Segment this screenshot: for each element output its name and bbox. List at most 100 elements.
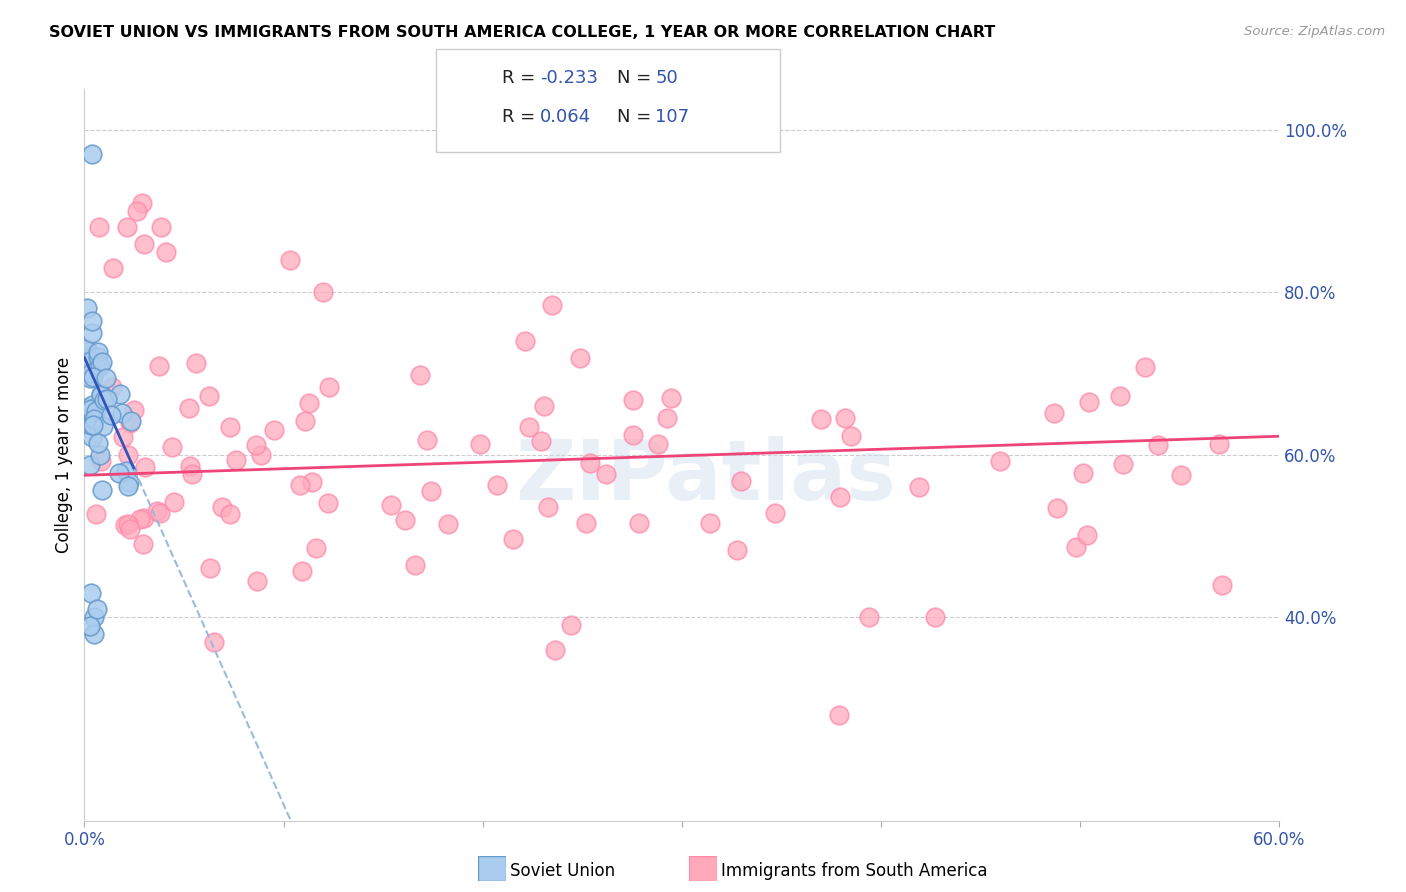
Point bbox=[94, 370, 117, 384]
Text: N =: N = bbox=[617, 69, 657, 87]
Point bbox=[80, 417, 103, 432]
Point bbox=[115, 220, 138, 235]
Point bbox=[148, 359, 170, 373]
Point bbox=[184, 356, 207, 370]
Point bbox=[533, 399, 555, 413]
Point bbox=[560, 618, 582, 632]
Point bbox=[318, 380, 340, 394]
Point bbox=[75, 342, 97, 356]
Point bbox=[568, 351, 591, 365]
Point bbox=[91, 419, 114, 434]
Point bbox=[93, 392, 115, 407]
Point bbox=[117, 479, 139, 493]
Point bbox=[839, 429, 862, 443]
Point bbox=[305, 541, 328, 555]
Point bbox=[486, 477, 509, 491]
Point bbox=[219, 420, 242, 434]
Text: Source: ZipAtlas.com: Source: ZipAtlas.com bbox=[1244, 25, 1385, 38]
Point bbox=[579, 456, 602, 470]
Point bbox=[162, 440, 184, 454]
Point bbox=[1147, 438, 1170, 452]
Point bbox=[301, 475, 323, 489]
Point bbox=[82, 314, 104, 328]
Point bbox=[250, 448, 273, 462]
Text: SOVIET UNION VS IMMIGRANTS FROM SOUTH AMERICA COLLEGE, 1 YEAR OR MORE CORRELATIO: SOVIET UNION VS IMMIGRANTS FROM SOUTH AM… bbox=[49, 25, 995, 40]
Text: N =: N = bbox=[617, 108, 657, 126]
Point bbox=[149, 506, 172, 520]
Point bbox=[111, 406, 134, 420]
Point bbox=[79, 458, 101, 473]
Point bbox=[294, 413, 316, 427]
Point bbox=[120, 522, 142, 536]
Point bbox=[80, 147, 103, 161]
Point bbox=[132, 537, 155, 551]
Point bbox=[112, 430, 135, 444]
Text: R =: R = bbox=[502, 108, 541, 126]
Point bbox=[541, 297, 564, 311]
Point bbox=[543, 643, 565, 657]
Point bbox=[86, 400, 108, 414]
Point bbox=[595, 467, 617, 481]
Point bbox=[77, 354, 100, 368]
Point bbox=[621, 428, 644, 442]
Point bbox=[89, 359, 111, 374]
Point bbox=[86, 602, 108, 616]
Point bbox=[163, 495, 186, 509]
Point bbox=[79, 371, 101, 385]
Point bbox=[312, 285, 335, 300]
Point bbox=[211, 500, 233, 514]
Point bbox=[132, 510, 155, 524]
Point bbox=[810, 412, 832, 426]
Point bbox=[150, 220, 173, 235]
Point bbox=[79, 401, 101, 416]
Point bbox=[468, 436, 491, 450]
Point bbox=[380, 498, 402, 512]
Point bbox=[90, 386, 112, 401]
Point bbox=[101, 380, 124, 394]
Point bbox=[108, 386, 131, 401]
Point bbox=[80, 586, 103, 600]
Point bbox=[409, 368, 432, 383]
Point bbox=[316, 496, 339, 510]
Point bbox=[83, 411, 105, 425]
Point bbox=[725, 543, 748, 558]
Point bbox=[80, 326, 103, 340]
Point bbox=[1064, 540, 1087, 554]
Point bbox=[858, 610, 880, 624]
Point bbox=[100, 408, 122, 422]
Point bbox=[146, 504, 169, 518]
Point bbox=[1133, 359, 1156, 374]
Point bbox=[515, 334, 537, 348]
Point bbox=[89, 220, 111, 235]
Point bbox=[90, 388, 112, 402]
Y-axis label: College, 1 year or more: College, 1 year or more bbox=[55, 357, 73, 553]
Point bbox=[924, 610, 946, 624]
Point bbox=[225, 452, 247, 467]
Point bbox=[118, 475, 141, 490]
Point bbox=[834, 410, 856, 425]
Point bbox=[90, 483, 112, 498]
Point bbox=[114, 517, 136, 532]
Text: -0.233: -0.233 bbox=[540, 69, 598, 87]
Point bbox=[908, 480, 931, 494]
Point bbox=[404, 558, 426, 572]
Point bbox=[1170, 468, 1192, 483]
Text: 50: 50 bbox=[655, 69, 678, 87]
Point bbox=[730, 474, 752, 488]
Point bbox=[659, 392, 682, 406]
Point bbox=[117, 517, 139, 532]
Point bbox=[82, 418, 104, 433]
Point bbox=[134, 236, 156, 251]
Point bbox=[298, 395, 321, 409]
Point bbox=[96, 392, 118, 407]
Point bbox=[86, 345, 108, 359]
Point bbox=[1071, 466, 1094, 480]
Point bbox=[1108, 388, 1130, 402]
Point bbox=[699, 516, 721, 530]
Point bbox=[1043, 406, 1066, 420]
Point bbox=[1076, 528, 1098, 542]
Point bbox=[218, 507, 240, 521]
Point bbox=[80, 366, 103, 380]
Point bbox=[76, 301, 98, 316]
Point bbox=[655, 410, 678, 425]
